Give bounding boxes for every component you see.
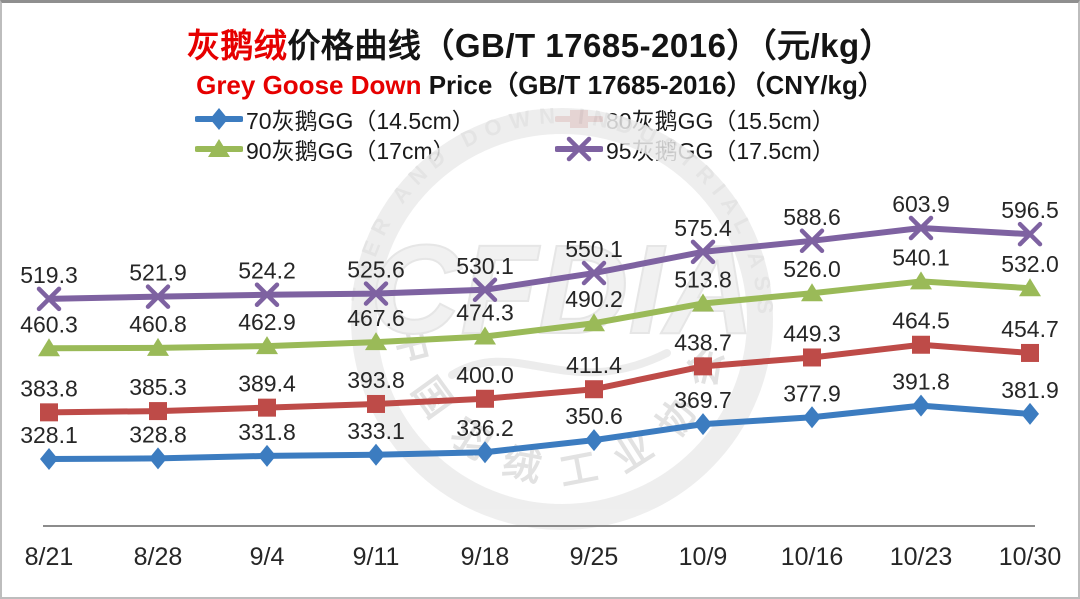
- data-label: 464.5: [892, 308, 950, 334]
- plot-area: CHINA FEATHER AND DOWN INDUSTRIAL ASSOCI…: [2, 3, 1062, 571]
- x-tick-label: 9/18: [461, 543, 510, 571]
- data-label: 575.4: [674, 215, 732, 241]
- data-label: 385.3: [129, 374, 187, 400]
- chart-title: 灰鹅绒价格曲线（GB/T 17685-2016）（元/kg）: [2, 19, 1078, 67]
- legend-label-90gg: 90灰鹅GG（17cm）: [246, 138, 456, 164]
- data-labels: 328.1 328.8 331.8 333.1 336.2 350.6 369.7 377.9…: [20, 191, 1059, 448]
- data-label: 328.8: [129, 421, 187, 447]
- watermark-swoosh: [448, 349, 671, 379]
- data-label: 603.9: [892, 191, 950, 217]
- data-label: 393.8: [347, 367, 405, 393]
- data-label: 350.6: [565, 403, 623, 429]
- chart-title-rest: 价格曲线（GB/T 17685-2016）（元/kg）: [287, 27, 894, 64]
- data-label: 588.6: [783, 204, 841, 230]
- data-label: 438.7: [674, 329, 732, 355]
- x-tick-label: 10/30: [999, 543, 1062, 571]
- data-label: 336.2: [456, 415, 514, 441]
- x-tick-label: 8/28: [134, 543, 183, 571]
- x-tick-label: 8/21: [25, 543, 74, 571]
- series-3: [36, 215, 1043, 312]
- series-1: [40, 335, 1039, 422]
- data-label: 369.7: [674, 387, 732, 413]
- x-tick-label: 9/11: [353, 543, 400, 571]
- data-label: 460.8: [129, 311, 187, 337]
- x-tick-label: 10/23: [890, 543, 953, 571]
- chart-subtitle-highlight: Grey Goose Down: [196, 70, 422, 100]
- legend-item-90gg: 90灰鹅GG（17cm）: [195, 135, 456, 164]
- series-lines: [36, 215, 1043, 470]
- chart-title-highlight: 灰鹅绒: [186, 27, 288, 64]
- data-label: 524.2: [238, 258, 296, 284]
- data-label: 449.3: [783, 320, 841, 346]
- chart-subtitle: Grey Goose Down Price（GB/T 17685-2016）（C…: [2, 65, 1078, 102]
- triangle-marker-icon: [195, 139, 243, 157]
- series-2: [38, 271, 1041, 357]
- watermark-ring: [351, 108, 773, 530]
- diamond-marker-icon: [195, 108, 243, 130]
- data-label: 519.3: [20, 262, 78, 288]
- data-label: 411.4: [566, 352, 622, 378]
- legend-item-70gg: 70灰鹅GG（14.5cm）: [195, 105, 475, 134]
- data-label: 525.6: [347, 257, 405, 283]
- data-label: 377.9: [783, 380, 841, 406]
- data-label: 331.8: [238, 419, 296, 445]
- x-axis-labels: 8/21 8/28 9/4 9/11 9/18 9/25 10/9 10/16 10/23 10/…: [25, 543, 1062, 571]
- data-label: 383.8: [20, 375, 78, 401]
- data-label: 460.3: [20, 311, 78, 337]
- data-label: 530.1: [456, 253, 514, 279]
- data-label: 328.1: [20, 422, 78, 448]
- series-0: [40, 394, 1039, 470]
- x-tick-label: 10/16: [781, 543, 844, 571]
- chart-subtitle-rest: Price（GB/T 17685-2016）（CNY/kg）: [421, 70, 884, 100]
- data-label: 490.2: [565, 286, 623, 312]
- data-label: 532.0: [1001, 251, 1059, 277]
- data-label: 550.1: [565, 236, 623, 262]
- legend-label-70gg: 70灰鹅GG（14.5cm）: [246, 108, 475, 134]
- data-label: 454.7: [1001, 316, 1059, 342]
- data-label: 513.8: [674, 266, 732, 292]
- data-label: 462.9: [238, 309, 296, 335]
- data-label: 400.0: [456, 362, 514, 388]
- data-label: 381.9: [1001, 377, 1059, 403]
- data-label: 333.1: [347, 418, 405, 444]
- data-label: 389.4: [238, 371, 296, 397]
- data-label: 526.0: [783, 256, 841, 282]
- x-tick-label: 10/9: [679, 543, 728, 571]
- x-marker-icon: [555, 136, 603, 162]
- x-tick-label: 9/25: [570, 543, 619, 571]
- data-label: 391.8: [892, 369, 950, 395]
- data-label: 467.6: [347, 305, 405, 331]
- data-label: 596.5: [1001, 197, 1059, 223]
- data-label: 474.3: [456, 300, 514, 326]
- x-tick-label: 9/4: [250, 543, 285, 571]
- data-label: 521.9: [129, 260, 187, 286]
- data-label: 540.1: [892, 244, 950, 270]
